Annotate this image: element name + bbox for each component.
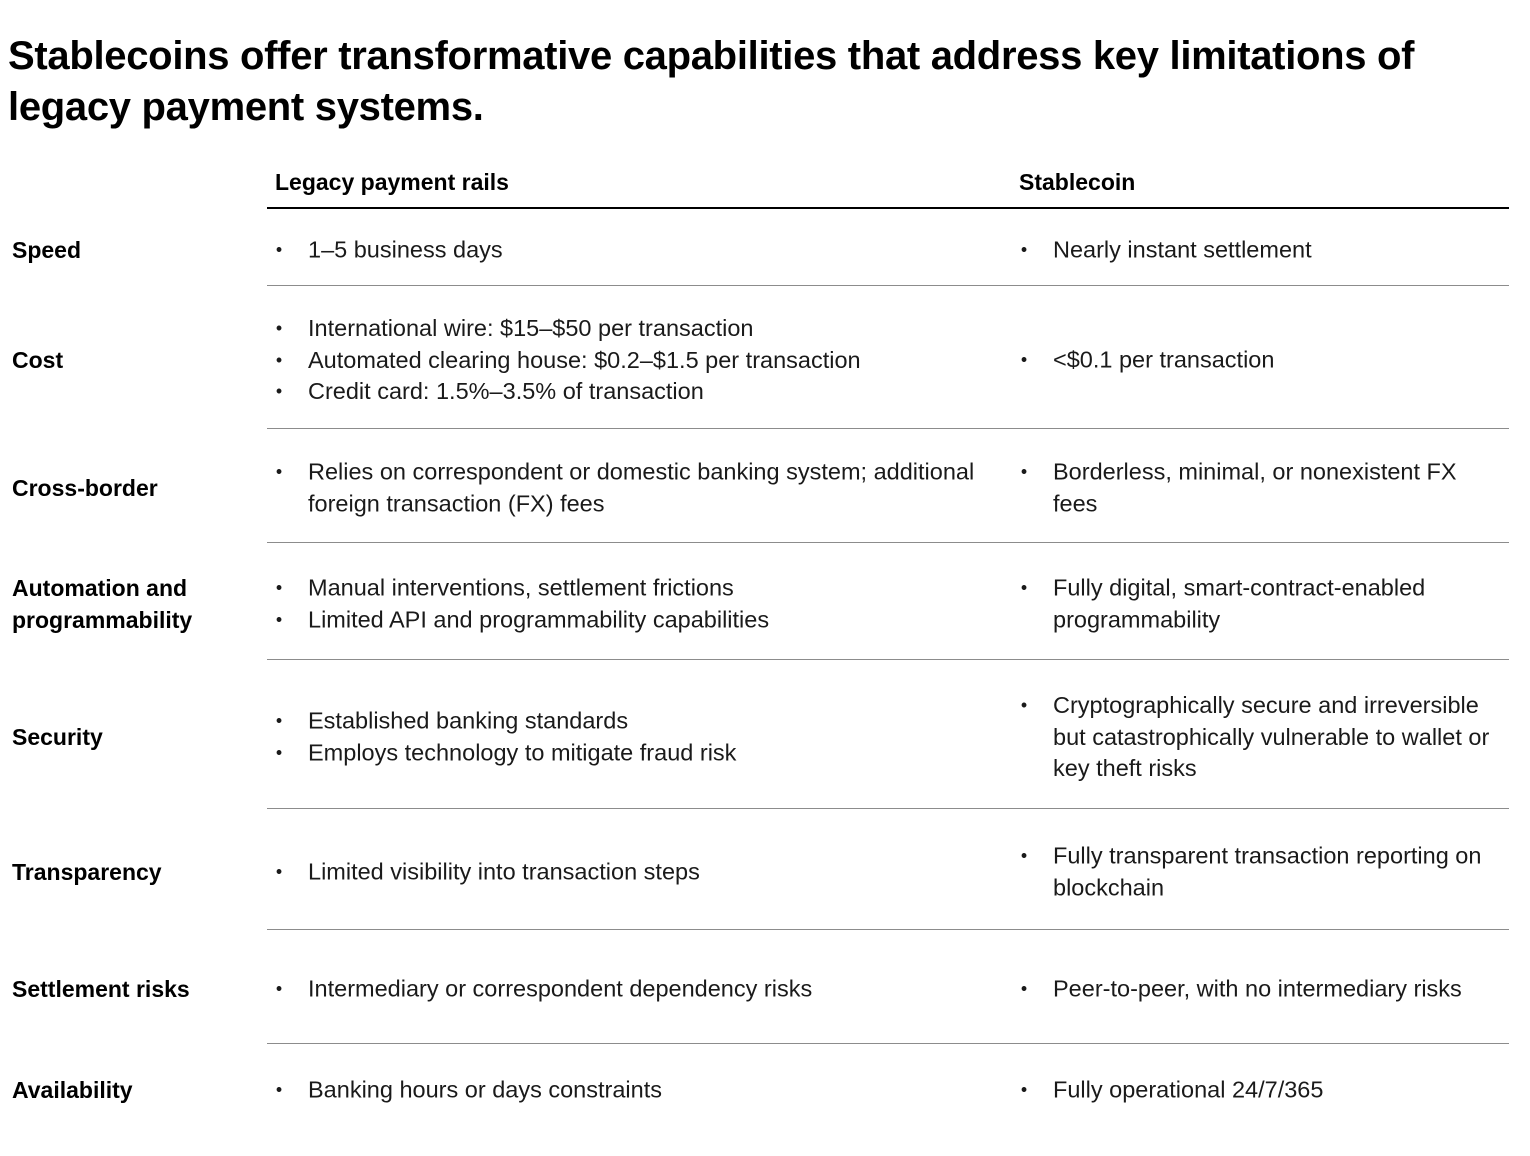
legacy-cell: • Relies on correspondent or domestic ban… xyxy=(272,457,992,520)
bullet-icon: • xyxy=(1020,577,1028,598)
row-label: Cost xyxy=(12,347,64,373)
list-item: • Automated clearing house: $0.2–$1.5 per… xyxy=(272,344,992,376)
bullet-icon: • xyxy=(275,1079,283,1100)
list-item: • Limited visibility into transaction ste… xyxy=(272,856,992,888)
list-item: • Intermediary or correspondent dependenc… xyxy=(272,973,992,1005)
row-label: Security xyxy=(12,724,103,750)
legacy-cell: • 1–5 business days xyxy=(272,234,992,266)
legacy-cell: • Limited visibility into transaction ste… xyxy=(272,856,992,888)
bullet-icon: • xyxy=(275,609,283,629)
list-item: • Fully transparent transaction reporting… xyxy=(1017,841,1507,904)
stablecoin-cell: • <$0.1 per transaction xyxy=(1017,344,1507,376)
page-title: Stablecoins offer transformative capabil… xyxy=(8,33,1415,129)
bullet-icon: • xyxy=(1020,1079,1028,1100)
list-item: • Nearly instant settlement xyxy=(1017,234,1507,266)
row-divider xyxy=(267,1043,1509,1044)
list-item: • Relies on correspondent or domestic ban… xyxy=(272,457,992,520)
list-item: • Fully operational 24/7/365 xyxy=(1017,1074,1507,1106)
list-item: • Limited API and programmability capabil… xyxy=(272,604,992,636)
legacy-cell: • Banking hours or days constraints xyxy=(272,1074,992,1106)
list-item: • International wire: $15–$50 per transac… xyxy=(272,313,992,345)
list-item: • Established banking standards xyxy=(272,706,992,738)
stablecoin-cell: • Nearly instant settlement xyxy=(1017,234,1507,266)
row-label: Speed xyxy=(12,237,82,263)
list-item: • 1–5 business days xyxy=(272,234,992,266)
list-item: • Fully digital, smart-contract-enabled p… xyxy=(1017,573,1507,636)
bullet-icon: • xyxy=(275,349,283,370)
row-divider xyxy=(267,285,1509,286)
row-divider xyxy=(267,808,1509,809)
bullet-icon: • xyxy=(275,710,283,731)
row-label: Cross-border xyxy=(12,475,158,501)
row-label: Settlement risks xyxy=(12,976,190,1002)
bullet-icon: • xyxy=(1020,239,1028,260)
stablecoin-cell: • Fully digital, smart-contract-enabled p… xyxy=(1017,573,1507,636)
stablecoin-cell: • Peer-to-peer, with no intermediary risk… xyxy=(1017,973,1507,1005)
list-item: • Borderless, minimal, or nonexistent FX … xyxy=(1017,457,1507,520)
bullet-icon: • xyxy=(275,317,283,338)
row-divider xyxy=(267,929,1509,930)
list-item: • Banking hours or days constraints xyxy=(272,1074,992,1106)
legacy-cell: • Intermediary or correspondent dependenc… xyxy=(272,973,992,1005)
list-item: • Manual interventions, settlement fricti… xyxy=(272,573,992,605)
bullet-icon: • xyxy=(275,861,283,882)
stablecoin-cell: • Cryptographically secure and irreversib… xyxy=(1017,690,1507,785)
bullet-icon: • xyxy=(275,742,283,762)
bullet-icon: • xyxy=(1020,461,1028,482)
stablecoin-cell: • Borderless, minimal, or nonexistent FX … xyxy=(1017,457,1507,520)
row-divider xyxy=(267,542,1509,543)
row-label: Automation and programmability xyxy=(12,575,193,633)
bullet-icon: • xyxy=(1020,978,1028,999)
list-item: • Cryptographically secure and irreversib… xyxy=(1017,690,1507,785)
bullet-icon: • xyxy=(275,239,283,260)
bullet-icon: • xyxy=(1020,845,1028,866)
column-header-legacy: Legacy payment rails xyxy=(275,169,509,195)
legacy-cell: • Manual interventions, settlement fricti… xyxy=(272,573,992,636)
legacy-cell: • Established banking standards • Employs … xyxy=(272,706,992,769)
row-label: Transparency xyxy=(12,859,162,885)
bullet-icon: • xyxy=(275,577,283,598)
list-item: • <$0.1 per transaction xyxy=(1017,344,1507,376)
stablecoin-cell: • Fully operational 24/7/365 xyxy=(1017,1074,1507,1106)
list-item: • Employs technology to mitigate fraud ri… xyxy=(272,737,992,769)
list-item: • Peer-to-peer, with no intermediary risk… xyxy=(1017,973,1507,1005)
bullet-icon: • xyxy=(275,978,283,999)
legacy-cell: • International wire: $15–$50 per transac… xyxy=(272,313,992,408)
bullet-icon: • xyxy=(275,380,283,401)
list-item: • Credit card: 1.5%–3.5% of transaction xyxy=(272,376,992,408)
stablecoin-cell: • Fully transparent transaction reporting… xyxy=(1017,841,1507,904)
column-header-stablecoin: Stablecoin xyxy=(1019,169,1136,195)
bullet-icon: • xyxy=(1020,349,1028,370)
bullet-icon: • xyxy=(275,461,283,482)
row-label: Availability xyxy=(12,1077,133,1103)
bullet-icon: • xyxy=(1020,694,1028,715)
row-divider xyxy=(267,428,1509,429)
header-divider xyxy=(267,207,1509,209)
row-divider xyxy=(267,659,1509,660)
